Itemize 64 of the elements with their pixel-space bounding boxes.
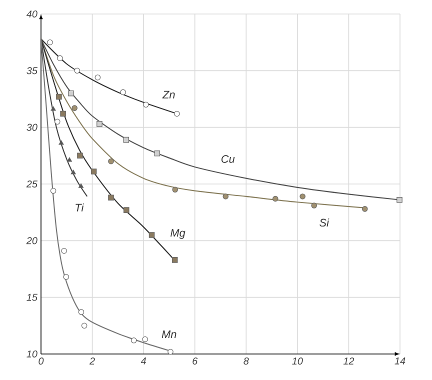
point <box>300 194 306 200</box>
point <box>66 157 72 162</box>
point <box>78 183 84 188</box>
annotation: Ti <box>76 204 84 212</box>
point <box>272 196 278 202</box>
point <box>54 118 60 125</box>
point <box>74 68 80 74</box>
y-tick-label: 15 <box>26 294 38 301</box>
point <box>47 39 53 46</box>
point <box>96 121 102 127</box>
y-tick-label: 10 <box>26 350 38 358</box>
point <box>78 309 84 315</box>
y-tick-label: 25 <box>26 180 38 188</box>
point <box>108 194 114 200</box>
point <box>124 207 130 213</box>
point <box>123 136 130 143</box>
point <box>148 232 155 238</box>
point <box>154 150 160 156</box>
x-tick-label: 4 <box>140 358 146 364</box>
point <box>130 338 137 344</box>
point <box>108 158 114 164</box>
point <box>81 322 88 329</box>
x-tick-label: 8 <box>244 358 249 365</box>
point <box>70 170 76 174</box>
point <box>57 55 63 62</box>
x-tick-label: 10 <box>292 358 303 365</box>
point <box>120 89 126 96</box>
y-tick-label: 20 <box>26 237 38 244</box>
point <box>142 102 149 108</box>
x-tick-label: 12 <box>343 358 354 364</box>
point <box>396 196 402 203</box>
point <box>174 110 180 117</box>
y-tick-label: 30 <box>26 124 38 131</box>
point <box>77 152 83 159</box>
point <box>68 90 74 96</box>
annotation: Mg <box>170 229 186 239</box>
point <box>56 94 62 100</box>
x-tick-label: 14 <box>394 358 406 364</box>
point <box>142 336 148 342</box>
y-tick-label: 35 <box>26 67 38 74</box>
point <box>172 186 178 193</box>
point <box>50 188 56 194</box>
x-tick-label: 0 <box>38 358 44 365</box>
point <box>94 74 101 80</box>
point <box>60 110 66 117</box>
point <box>50 106 56 111</box>
point <box>63 274 70 280</box>
y-tick-label: 40 <box>26 10 38 18</box>
line-series <box>41 38 88 198</box>
annotation: Mn <box>162 330 176 338</box>
point <box>72 105 78 111</box>
point <box>311 202 317 208</box>
annotation: Zn <box>162 90 175 98</box>
point <box>58 140 64 145</box>
x-tick-label: 2 <box>89 358 95 364</box>
annotation: Cu <box>221 155 235 163</box>
point <box>362 206 368 212</box>
point <box>172 257 178 263</box>
point <box>222 194 229 200</box>
point <box>90 168 97 174</box>
x-tick-label: 6 <box>192 358 198 365</box>
point <box>168 348 174 355</box>
annotation: Si <box>320 218 330 227</box>
point <box>61 248 67 254</box>
